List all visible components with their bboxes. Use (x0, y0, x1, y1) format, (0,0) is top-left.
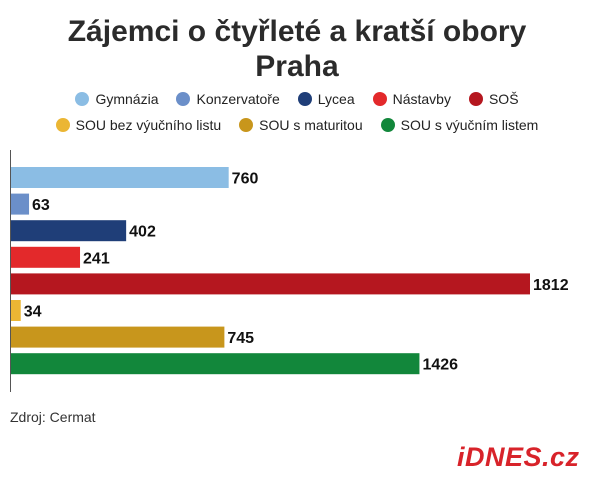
legend-dot (176, 92, 191, 106)
legend-row-2: SOU bez výučního listu SOU s maturitou S… (0, 117, 594, 133)
legend-dot (297, 92, 312, 106)
bar-value-label: 1426 (422, 357, 458, 374)
legend-dot (468, 92, 483, 106)
bar (11, 220, 127, 242)
legend-label: SOU s výučním listem (400, 117, 539, 133)
bar-value-label: 402 (129, 224, 156, 241)
bar (11, 273, 530, 295)
bar-value-label: 34 (24, 304, 42, 321)
legend-label: Gymnázia (95, 91, 159, 107)
legend-item-gymnazia: Gymnázia (75, 91, 158, 107)
bar (11, 353, 420, 375)
bar-value-label: 63 (32, 197, 50, 214)
bar (11, 326, 225, 348)
legend-item-sou-s-maturitou: SOU s maturitou (239, 117, 363, 133)
bar (11, 167, 229, 188)
legend-item-sos: SOŠ (468, 91, 519, 107)
bar (11, 300, 21, 321)
chart-subtitle: Praha (255, 50, 339, 83)
legend-dot (372, 92, 387, 106)
legend-dot (75, 92, 90, 106)
legend-label: Konzervatoře (196, 91, 280, 107)
bar-value-label: 760 (232, 171, 259, 188)
legend-item-sou-s-vyucnim-listem: SOU s výučním listem (380, 117, 539, 133)
legend-item-konzervatore: Konzervatoře (176, 91, 280, 107)
legend-label: Lycea (317, 91, 355, 107)
bar-value-label: 241 (83, 250, 110, 267)
legend-item-sou-bez-vyucniho-listu: SOU bez výučního listu (55, 117, 222, 133)
legend-dot (239, 118, 254, 132)
legend-dot (55, 118, 70, 132)
legend-label: SOU s maturitou (259, 117, 363, 133)
bar (11, 193, 30, 215)
legend-dot (380, 118, 395, 132)
idnes-logo: iDNES.cz (457, 442, 580, 472)
bar-value-label: 745 (227, 330, 254, 347)
source-note: Zdroj: Cermat (10, 409, 96, 425)
bar (11, 246, 81, 268)
legend-label: SOŠ (488, 91, 519, 107)
legend-label: SOU bez výučního listu (75, 117, 222, 133)
legend-item-lycea: Lycea (297, 91, 355, 107)
bar-chart: 760 63 402 241 1812 34 745 1426 (10, 150, 569, 392)
bar-value-label: 1812 (533, 277, 569, 294)
chart-title: Zájemci o čtyřleté a kratší obory (67, 15, 527, 48)
legend-item-nastavby: Nástavby (372, 91, 451, 107)
legend-label: Nástavby (392, 91, 451, 107)
legend-row-1: Gymnázia Konzervatoře Lycea Nástavby SOŠ (0, 91, 594, 107)
